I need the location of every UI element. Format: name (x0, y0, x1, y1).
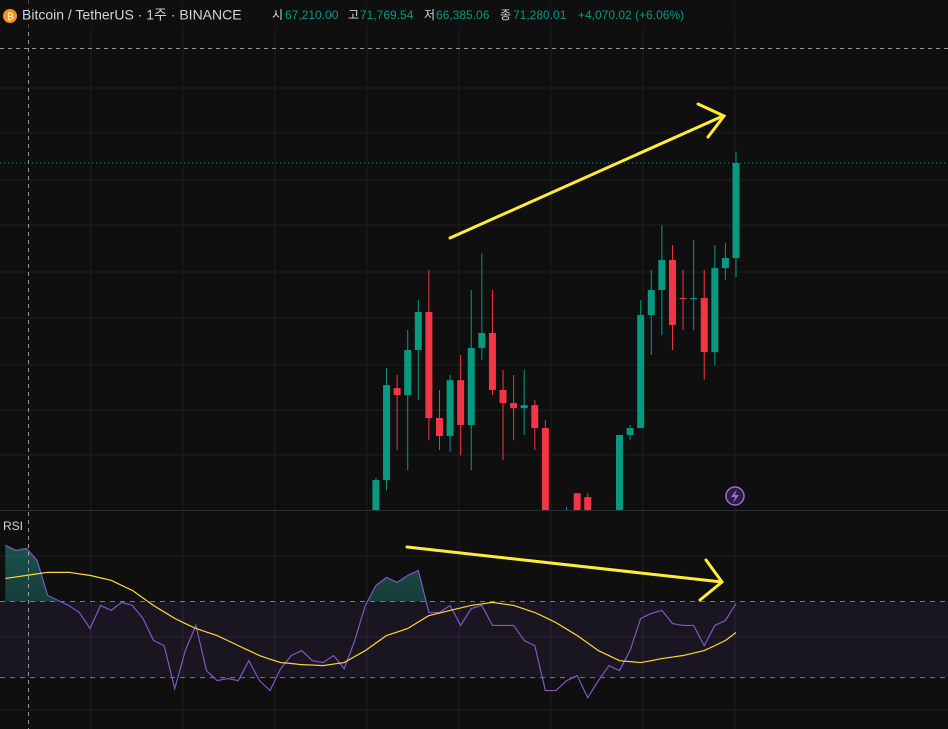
candle-body (446, 380, 454, 436)
candle-body (372, 480, 380, 510)
candle-body (711, 268, 719, 353)
candle-body (690, 297, 698, 300)
candle-body (637, 315, 645, 429)
candle-body (531, 405, 539, 429)
candle-body (616, 435, 624, 510)
candle-body (520, 405, 528, 409)
candle-body (658, 259, 666, 291)
candle-body (425, 311, 433, 418)
rsi-line (5, 544, 737, 699)
close-label: 종 (500, 8, 511, 22)
candle-body (584, 497, 592, 510)
candle-body (626, 428, 634, 436)
symbol[interactable]: Bitcoin / TetherUS · 1주 · BINANCE (22, 7, 242, 23)
candle-body (393, 388, 401, 396)
candle-body (573, 493, 581, 510)
candle-body (488, 332, 496, 390)
candle-body (457, 380, 465, 425)
rsi-pane (0, 544, 948, 699)
change-value: +4,070.02 (+6.06%) (578, 8, 684, 22)
low-label: 저 (424, 8, 435, 22)
open-value: 67,210.00 (285, 8, 339, 22)
price-pane (0, 151, 948, 510)
candle-body (435, 417, 443, 436)
candle-body (478, 332, 486, 348)
candle-body (414, 311, 422, 351)
rsi-ma-line (5, 571, 737, 667)
high-label: 고 (348, 8, 359, 22)
candle-body (499, 389, 507, 404)
candle-body (541, 428, 549, 510)
candle-body (679, 297, 687, 300)
candle-body (383, 385, 391, 481)
rsi-label: RSI (3, 519, 23, 533)
close-value: 71,280.01 (513, 8, 567, 22)
candle-body (700, 297, 708, 353)
candle-body (732, 162, 740, 259)
candle-body (404, 350, 412, 396)
trend-arrow-down (405, 545, 725, 602)
candle-body (647, 290, 655, 316)
rsi-band (0, 601, 948, 678)
open-label: 시 (272, 8, 283, 22)
coin-icon-glyph: ₿ (7, 11, 14, 21)
alert-icon[interactable] (725, 486, 745, 506)
coin-icon (3, 9, 17, 23)
candle-body (510, 403, 518, 409)
header-backdrop (0, 0, 948, 30)
candle-body (467, 347, 475, 425)
candle-body (721, 258, 729, 269)
candle-body (668, 259, 676, 326)
high-value: 71,769.54 (360, 8, 414, 22)
low-value: 66,385.06 (436, 8, 490, 22)
trend-arrow-up (448, 102, 727, 240)
